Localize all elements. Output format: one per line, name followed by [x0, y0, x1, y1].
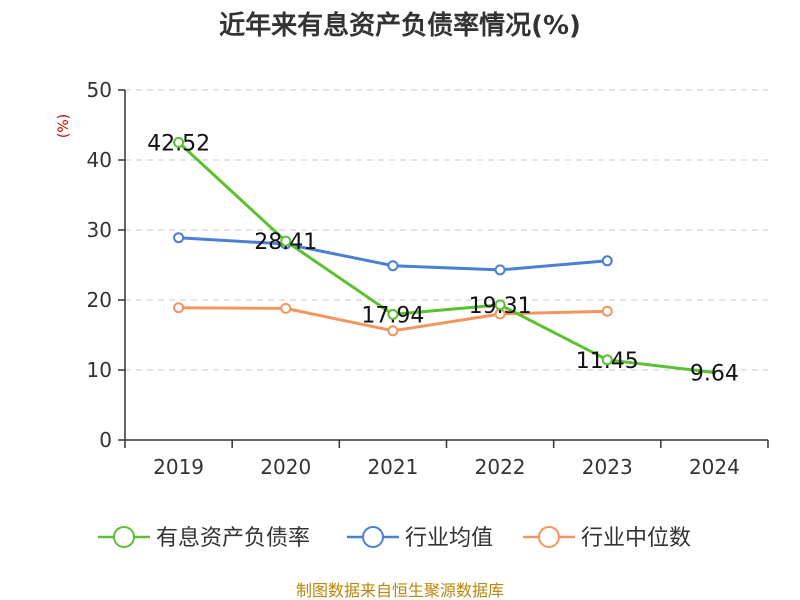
series-point — [601, 255, 613, 267]
series-point — [601, 354, 613, 366]
y-tick-label: 20 — [87, 288, 112, 312]
data-label: 11.45 — [576, 349, 639, 374]
series-point — [494, 264, 506, 276]
x-tick-label: 2023 — [582, 455, 633, 479]
series — [173, 136, 715, 375]
series-point — [280, 235, 292, 247]
chart-title: 近年来有息资产负债率情况(%) — [219, 10, 581, 41]
series-point — [387, 325, 399, 337]
series-point — [280, 302, 292, 314]
data-label: 42.52 — [147, 131, 210, 156]
legend: 有息资产负债率 行业均值 行业中位数 — [98, 526, 691, 551]
y-tick-label: 30 — [87, 218, 112, 242]
legend-label: 行业中位数 — [581, 526, 691, 551]
x-tick-label: 2021 — [367, 455, 418, 479]
x-tick-label: 2020 — [260, 455, 311, 479]
x-tick-label: 2024 — [689, 455, 740, 479]
axes: 0 10 20 30 40 50 2019 2020 2021 2022 2023 2024 — [87, 78, 769, 479]
y-tick-label: 0 — [99, 428, 112, 452]
series-point — [601, 305, 613, 317]
source-note: 制图数据来自恒生聚源数据库 — [296, 581, 504, 600]
series-line — [177, 141, 715, 375]
y-tick-label: 50 — [87, 78, 112, 102]
x-tick-label: 2019 — [153, 455, 204, 479]
series-point — [387, 260, 399, 272]
y-tick-label: 10 — [87, 358, 112, 382]
gridlines — [125, 89, 768, 371]
series-point — [494, 299, 506, 311]
data-label: 28.41 — [254, 230, 317, 255]
series-point — [173, 232, 185, 244]
series-point — [173, 136, 185, 148]
legend-label: 有息资产负债率 — [156, 526, 310, 551]
series-point — [387, 308, 399, 320]
legend-marker — [362, 526, 384, 548]
y-tick-label: 40 — [87, 148, 112, 172]
data-label: 9.64 — [690, 362, 739, 387]
x-tick-label: 2022 — [475, 455, 526, 479]
series-point — [173, 302, 185, 314]
legend-label: 行业均值 — [405, 526, 493, 551]
legend-marker — [113, 526, 135, 548]
data-labels: 42.52 28.41 17.94 19.31 11.45 9.64 — [147, 131, 739, 386]
data-label: 17.94 — [361, 303, 424, 328]
y-axis-label: (%) — [56, 114, 72, 138]
data-label: 19.31 — [469, 294, 532, 319]
legend-marker — [538, 526, 560, 548]
